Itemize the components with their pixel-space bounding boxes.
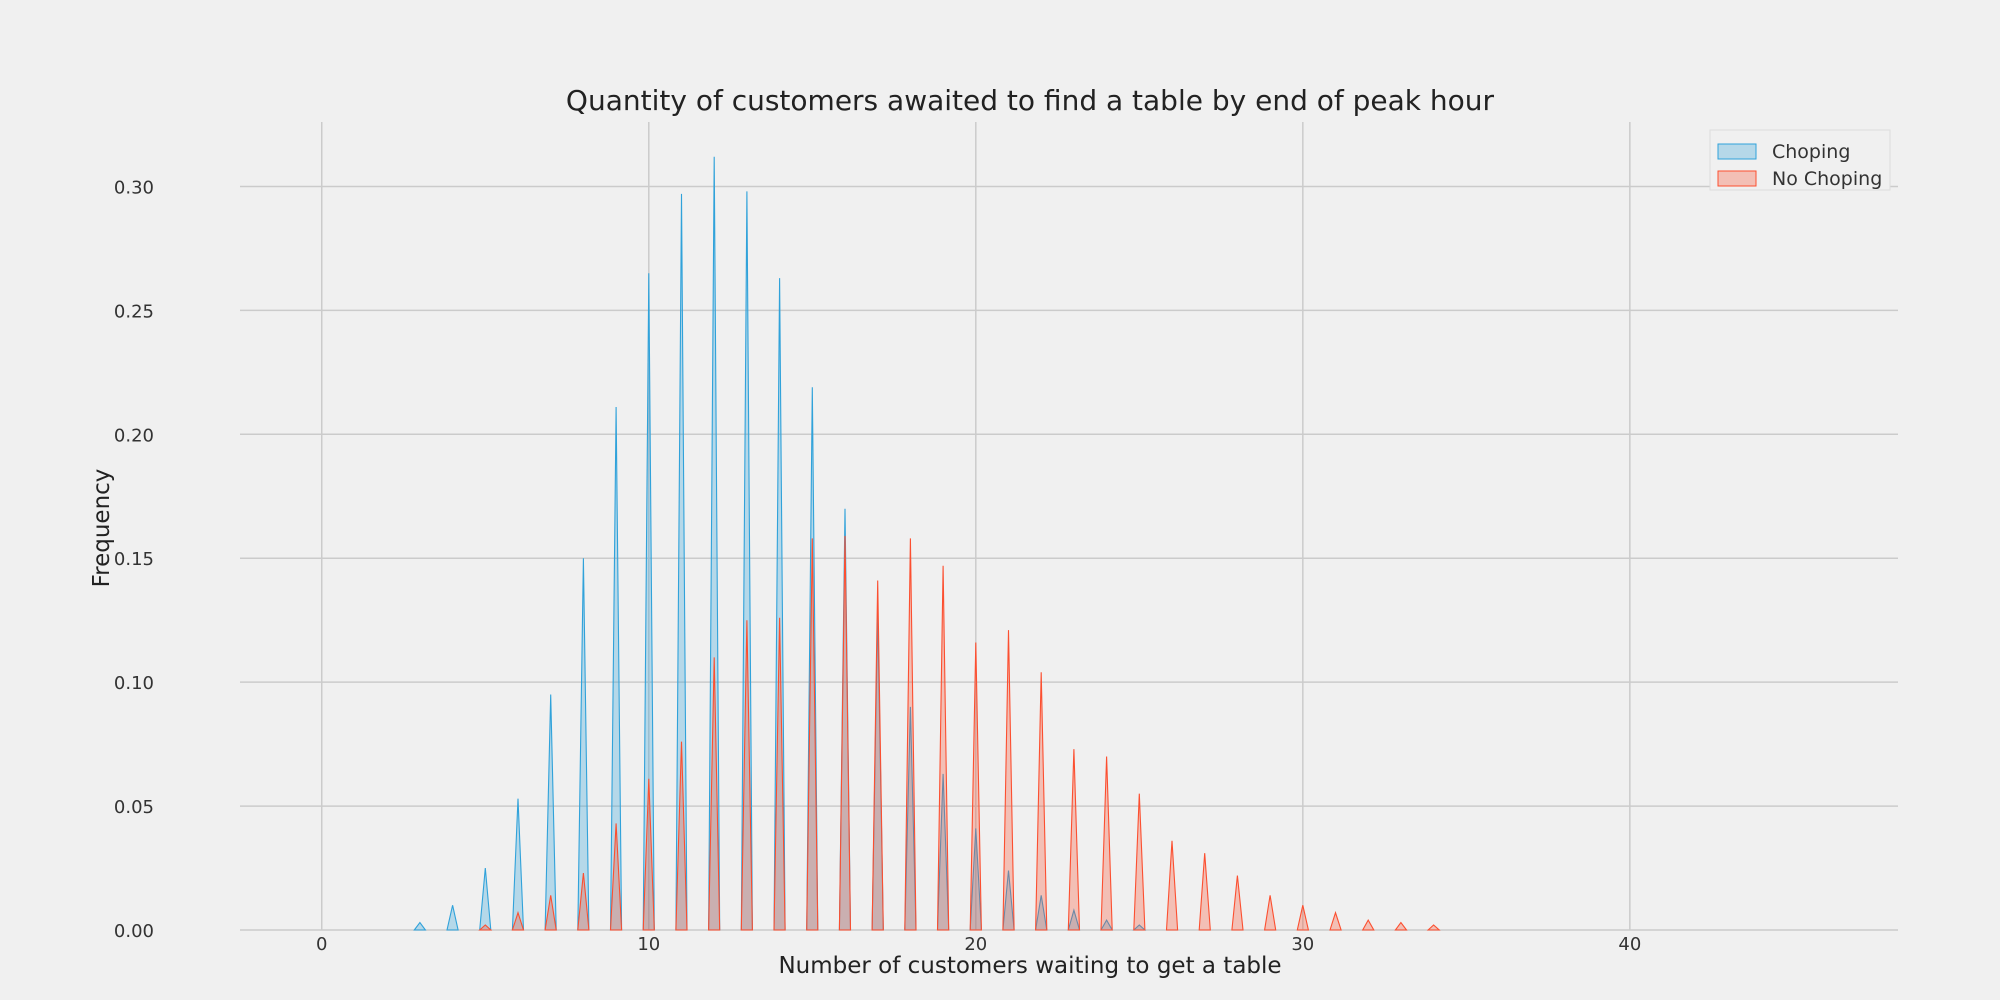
y-tick-label: 0.00 — [114, 921, 154, 942]
y-tick-label: 0.05 — [114, 797, 154, 818]
density-peak — [1361, 918, 1375, 931]
density-peak — [1035, 672, 1048, 931]
y-axis-label: Frequency — [89, 469, 115, 588]
y-tick-label: 0.10 — [114, 673, 154, 694]
legend-label: Choping — [1772, 141, 1850, 163]
legend-label: No Choping — [1772, 168, 1882, 190]
density-peak — [1067, 749, 1081, 931]
x-tick-label: 0 — [316, 934, 327, 955]
density-peak — [478, 924, 493, 931]
legend-swatch — [1717, 170, 1757, 187]
density-peak — [838, 535, 852, 931]
density-peak — [1263, 895, 1277, 931]
density-peak — [871, 580, 884, 931]
density-peak — [1198, 853, 1211, 931]
y-axis: 0.00 0.05 0.10 0.15 0.20 0.25 0.30 — [114, 177, 154, 942]
x-tick-label: 20 — [964, 934, 987, 955]
y-tick-label: 0.25 — [114, 301, 154, 322]
x-tick-label: 30 — [1291, 934, 1314, 955]
density-peak — [806, 538, 819, 931]
chart-title: Quantity of customers awaited to find a … — [566, 84, 1495, 117]
density-peak — [413, 921, 427, 931]
series-no-choping — [478, 535, 1441, 931]
density-peak — [969, 642, 982, 931]
legend: Choping No Choping — [1709, 129, 1891, 191]
density-peak — [511, 910, 525, 931]
x-tick-label: 10 — [637, 934, 660, 955]
density-peak — [511, 798, 525, 931]
density-peak — [544, 694, 557, 931]
density-peak — [642, 778, 655, 931]
density-peak — [1100, 756, 1113, 931]
plot-area — [413, 156, 1441, 931]
density-peak — [446, 905, 459, 931]
density-peak — [1296, 905, 1310, 931]
density-peak — [740, 620, 753, 931]
density-peak — [544, 895, 557, 931]
density-peak — [609, 823, 623, 931]
density-peak — [1002, 630, 1015, 931]
x-axis-label: Number of customers waiting to get a tab… — [778, 953, 1281, 979]
x-tick-label: 40 — [1618, 934, 1641, 955]
density-peak — [936, 565, 950, 931]
density-peak — [479, 867, 492, 931]
y-tick-label: 0.30 — [114, 177, 154, 198]
density-peak — [1133, 793, 1146, 931]
density-peak — [1426, 924, 1441, 931]
legend-box — [1709, 129, 1891, 191]
density-peak — [577, 872, 590, 931]
x-axis: 0 10 20 30 40 — [316, 934, 1641, 955]
density-peak — [675, 741, 688, 931]
density-peak — [1165, 840, 1179, 931]
legend-swatch — [1717, 143, 1757, 160]
density-peak — [1329, 910, 1342, 931]
density-peak — [708, 657, 721, 931]
grid — [240, 122, 1898, 931]
y-tick-label: 0.15 — [114, 549, 154, 570]
y-tick-label: 0.20 — [114, 425, 154, 446]
density-peak — [904, 538, 917, 931]
density-peak — [1394, 921, 1408, 931]
density-peak — [773, 617, 786, 931]
density-peak — [1231, 875, 1244, 931]
